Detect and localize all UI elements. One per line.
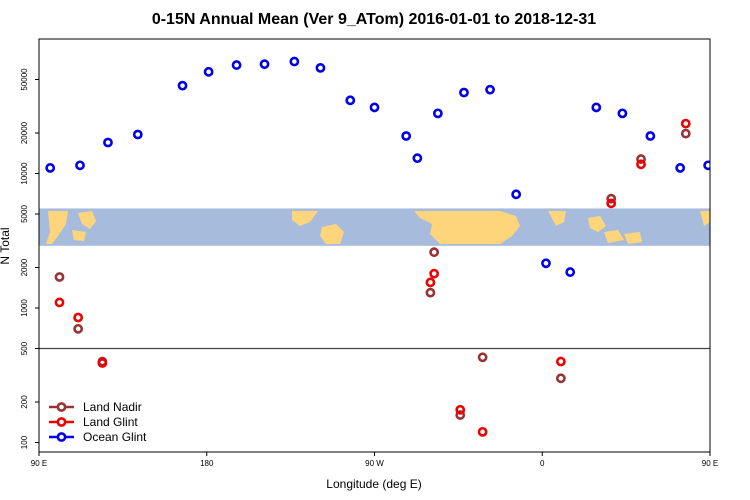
ocean-glint-point — [103, 137, 113, 148]
y-tick-label: 50000 — [20, 68, 29, 91]
y-tick-label: 5000 — [20, 205, 29, 223]
land-nadir-point — [455, 410, 466, 420]
ocean-glint-point — [412, 153, 423, 164]
y-tick-label: 200 — [20, 395, 29, 409]
land-glint-point — [73, 312, 84, 323]
legend-label: Land Glint — [83, 415, 138, 429]
land-nadir-point — [555, 373, 566, 384]
land-glint-point — [425, 277, 436, 288]
ocean-glint-point — [315, 62, 326, 73]
ocean-glint-point — [401, 131, 412, 141]
land-nadir-point — [606, 193, 617, 204]
ocean-glint-point — [177, 80, 188, 91]
land-nadir-point — [73, 323, 84, 334]
legend-item: Land Glint — [49, 415, 138, 429]
y-tick-label: 2000 — [20, 258, 29, 276]
legend-label: Land Nadir — [83, 400, 142, 414]
y-tick-label: 20000 — [20, 121, 29, 144]
land-glint-point — [97, 358, 108, 368]
ocean-glint-point — [511, 189, 522, 200]
ocean-glint-point — [565, 267, 576, 277]
chart-title: 0-15N Annual Mean (Ver 9_ATom) 2016-01-0… — [152, 11, 596, 28]
x-tick-label: 90 W — [365, 459, 384, 468]
ocean-glint-point — [541, 258, 551, 269]
legend-item: Land Nadir — [49, 400, 142, 414]
ocean-glint-point — [45, 163, 56, 173]
map-band — [39, 208, 710, 246]
ocean-glint-point — [75, 160, 85, 171]
ocean-glint-point — [132, 129, 143, 140]
land-glint-point — [636, 159, 646, 170]
land-glint-point — [429, 268, 440, 279]
y-axis-label: N Total — [0, 227, 12, 264]
legend-label: Ocean Glint — [83, 430, 147, 444]
land-nadir-point — [54, 272, 65, 282]
ocean-glint-point — [289, 56, 300, 67]
legend-marker — [56, 417, 67, 427]
ocean-glint-point — [645, 131, 656, 141]
land-glint-point — [680, 118, 691, 129]
ocean-glint-point — [432, 108, 443, 119]
x-tick-label: 180 — [200, 459, 214, 468]
y-tick-label: 10000 — [20, 162, 29, 185]
data-points — [45, 56, 710, 437]
land-nadir-point — [636, 154, 646, 164]
ocean-glint-point — [369, 102, 380, 113]
ocean-glint-point — [231, 60, 242, 70]
land-nadir-point — [680, 128, 691, 139]
legend-marker — [56, 432, 67, 442]
legend-item: Ocean Glint — [49, 430, 147, 444]
ocean-glint-point — [345, 95, 356, 106]
map-land — [46, 211, 710, 244]
ocean-glint-point — [703, 160, 710, 171]
x-tick-label: 0 — [540, 459, 545, 468]
land-glint-point — [606, 198, 617, 209]
ocean-glint-point — [617, 108, 628, 119]
ocean-glint-point — [591, 102, 602, 113]
ocean-glint-point — [485, 84, 495, 95]
legend-marker — [56, 402, 67, 412]
ocean-glint-point — [259, 59, 270, 70]
land-nadir-point — [425, 287, 436, 298]
ocean-glint-point — [459, 87, 469, 98]
y-tick-label: 500 — [20, 341, 29, 355]
land-glint-point — [54, 297, 65, 308]
x-tick-label: 90 E — [702, 459, 718, 468]
ocean-glint-point — [675, 163, 686, 173]
x-axis: 90 E 180 90 W 0 90 E — [31, 452, 718, 468]
land-glint-point — [555, 356, 566, 367]
y-tick-label: 100 — [20, 435, 29, 449]
x-tick-label: 90 E — [31, 459, 47, 468]
ocean-glint-point — [203, 66, 214, 77]
land-nadir-point — [477, 352, 488, 363]
x-axis-label: Longitude (deg E) — [326, 477, 421, 491]
land-nadir-point — [429, 247, 440, 258]
y-axis: 100 200 500 1000 2000 5000 10000 20000 50000 — [20, 68, 39, 449]
y-tick-label: 1000 — [20, 299, 29, 317]
land-glint-point — [455, 404, 466, 415]
land-glint-point — [477, 426, 488, 437]
